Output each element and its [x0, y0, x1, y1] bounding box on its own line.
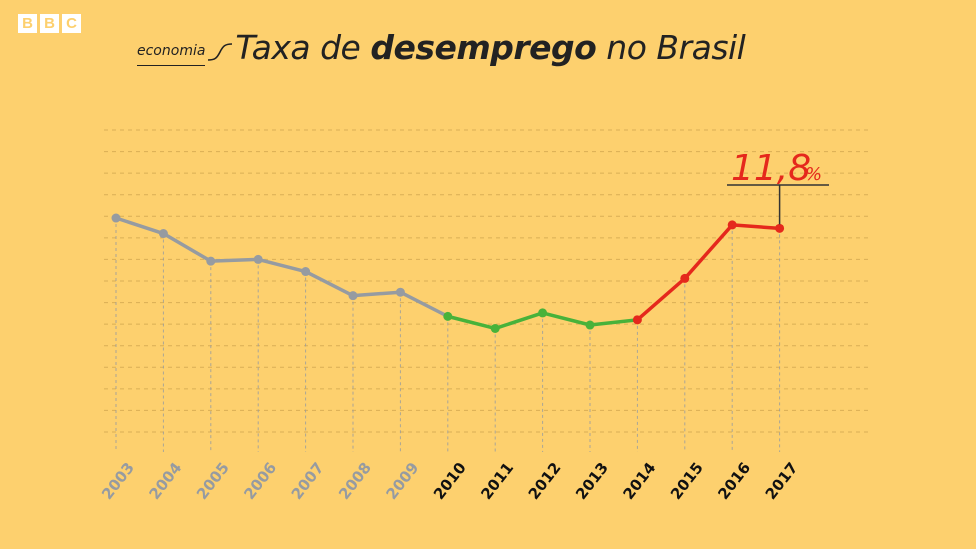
data-point [206, 256, 216, 266]
x-tick-label: 2003 [98, 459, 138, 503]
logo-letter-b2: B [40, 14, 59, 33]
x-tick-label: 2005 [193, 459, 233, 503]
data-points [111, 213, 785, 333]
callout-value: 11,8 [731, 148, 811, 189]
x-tick-label: 2006 [240, 459, 280, 503]
drop-lines [115, 218, 781, 452]
swoosh-icon [208, 43, 233, 61]
data-point [632, 315, 642, 325]
data-point [301, 267, 311, 277]
chart-title-block: economia Taxa de desemprego no Brasil [137, 28, 746, 68]
data-point [490, 323, 500, 333]
data-point [348, 291, 358, 301]
x-tick-label: 2015 [667, 459, 707, 503]
data-point [395, 287, 405, 297]
data-point [775, 223, 785, 233]
section-kicker: economia [137, 43, 206, 66]
logo-letter-b1: B [18, 14, 37, 33]
bbc-logo: B B C [18, 14, 81, 33]
chart-title: Taxa de desemprego no Brasil [235, 28, 745, 68]
title-bold: desemprego [370, 28, 597, 67]
x-tick-label: 2013 [572, 459, 612, 503]
data-point [111, 213, 121, 223]
data-point [727, 220, 737, 230]
data-point [253, 254, 263, 264]
data-point [585, 320, 595, 330]
x-tick-label: 2008 [335, 459, 375, 503]
x-tick-label: 2012 [525, 459, 565, 503]
x-tick-label: 2009 [383, 459, 423, 503]
x-tick-labels: 2003 2004 2005 2006 2007 2008 2009 2010 2011 2012… [98, 459, 801, 503]
data-point [538, 308, 548, 318]
x-tick-label: 2014 [620, 459, 660, 503]
x-tick-label: 2010 [430, 459, 470, 503]
x-tick-label: 2017 [762, 459, 802, 503]
x-tick-label: 2011 [477, 459, 517, 503]
data-point [443, 311, 453, 321]
x-tick-label: 2007 [288, 459, 328, 503]
value-callout: 11,8 % [727, 148, 829, 225]
data-point [158, 229, 168, 239]
data-point [680, 273, 690, 283]
series-segment-gray [114, 216, 450, 319]
x-tick-label: 2004 [146, 459, 186, 503]
title-part-1: Taxa de [235, 28, 371, 67]
callout-unit: % [805, 164, 822, 185]
logo-letter-c: C [62, 14, 81, 33]
x-tick-label: 2016 [714, 459, 754, 503]
series-segment-red [635, 223, 782, 322]
title-part-2: no Brasil [596, 28, 746, 67]
